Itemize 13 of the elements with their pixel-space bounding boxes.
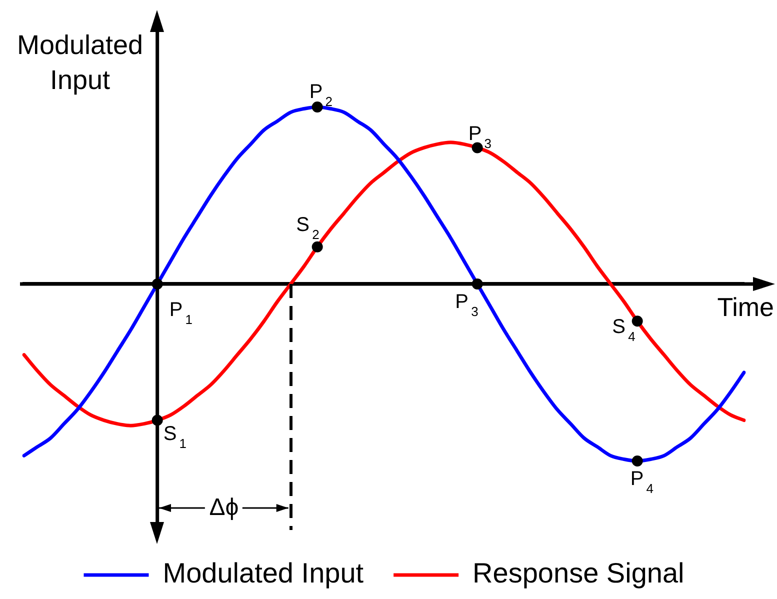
annotation: P$_{1}$	[169, 299, 192, 327]
text: Δϕ	[209, 494, 239, 521]
annotation: P$_{3}$	[455, 291, 478, 319]
text: P$_{4}$	[630, 468, 654, 496]
annotation: S$_{2}$	[296, 214, 320, 242]
annotation: S$_{1}$	[163, 423, 186, 452]
legend-label: Response Signal	[472, 558, 684, 589]
x-axis-title: Time	[717, 292, 774, 322]
annotation: P$_{2}$	[309, 81, 332, 109]
y-axis-title: Modulated Input	[16, 29, 144, 97]
annotation: S$_{4}$	[612, 316, 636, 344]
annotation: P$_{3}$	[468, 122, 492, 150]
legend-label: Modulated Input	[162, 558, 364, 589]
